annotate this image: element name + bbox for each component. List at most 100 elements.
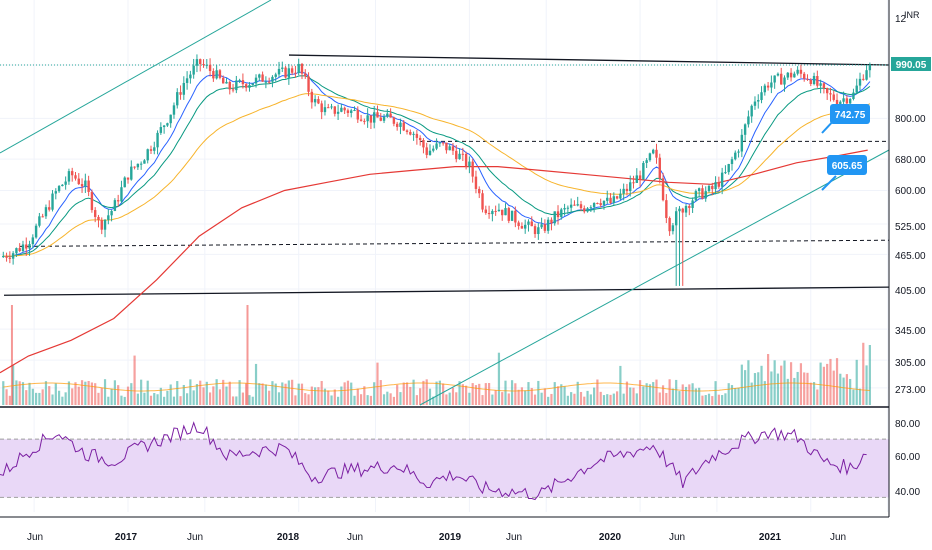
candle [773,75,776,89]
candle [855,78,858,94]
chart-grid [0,0,889,512]
candle [156,130,159,155]
volume-bar [287,380,290,405]
candle [90,189,94,213]
rsi-tick-label: 80.00 [895,419,920,430]
candle-body [107,215,110,220]
candle-body [77,178,80,185]
candle-body [31,237,35,245]
price-tick-label: 600.00 [895,186,926,197]
volume-bar [271,381,274,405]
candle-body [21,244,25,251]
candle-body [244,84,248,88]
time-tick-label: 2020 [599,532,622,543]
volume-bar [514,383,517,405]
volume-bar [629,387,632,405]
candle [448,143,451,151]
candle-body [711,185,714,190]
candle [734,150,737,161]
candle [678,206,681,286]
volume-bar [803,372,806,405]
candle-body [133,166,136,168]
time-tick-label: 2018 [277,532,300,543]
volume-bar [300,383,304,405]
ema-slow-line [3,93,871,257]
candle-body [730,159,734,165]
volume-bar [97,392,100,405]
candle [615,195,619,200]
candle [688,204,691,216]
candle [763,83,767,96]
candle-body [389,113,392,118]
candle-body [868,64,872,71]
volume-bar [461,384,464,405]
candle-body [520,226,524,229]
price-tick-label: 680.00 [895,155,926,166]
candle [80,178,84,193]
candle [622,183,625,201]
candle-body [202,64,205,66]
volume-bar [284,383,287,405]
volume-ma-line [3,382,870,392]
volume-bar [422,380,425,405]
candle [25,237,28,256]
volume-bar [389,393,392,405]
candle [28,240,31,256]
volume-spike [10,305,13,405]
candle [215,65,218,80]
candle-body [648,153,652,161]
candle [684,203,688,218]
volume-bar [809,382,812,405]
candle [264,76,268,89]
candle [172,102,176,119]
candle-body [655,149,658,158]
candle-body [97,216,100,221]
candle [162,124,166,134]
candle-body [743,124,747,135]
volume-bar [205,381,208,405]
volume-bar [428,388,432,405]
volume-bar [576,381,579,405]
time-tick-label: 2019 [439,532,462,543]
last-price-badge-bg [891,57,931,71]
candle [579,200,583,212]
volume-bar [570,392,573,405]
candle-body [609,197,612,204]
candle-body [281,67,284,69]
candle-body [858,78,862,86]
rsi-panel [0,421,889,501]
candle-body [704,191,707,199]
candle [21,240,25,253]
candle [599,198,602,208]
candle-body [681,208,684,213]
volume-bar [665,392,668,405]
candle [464,151,468,170]
last-price-badge: 990.05 [891,57,931,71]
candle-body [38,216,41,226]
candle-body [842,98,845,102]
volume-bar [5,389,8,405]
candle-body [251,83,254,86]
rsi-band [0,439,889,498]
candle [274,72,277,82]
volume-bar [622,393,625,405]
candle [803,71,806,82]
volume-bar [753,373,757,405]
candle [697,187,701,198]
candle [435,138,438,151]
candle [248,82,251,92]
volume-bar [396,384,399,405]
volume-bar [77,386,80,405]
candle [310,88,314,109]
candle [103,219,107,238]
volume-bar [524,390,527,405]
volume-bar [776,373,780,405]
candle-body [231,89,235,91]
candle-body [602,200,606,206]
volume-bar [606,394,609,405]
candle [34,223,38,239]
candle [277,61,281,78]
volume-bar [392,396,395,405]
candle [816,70,819,88]
